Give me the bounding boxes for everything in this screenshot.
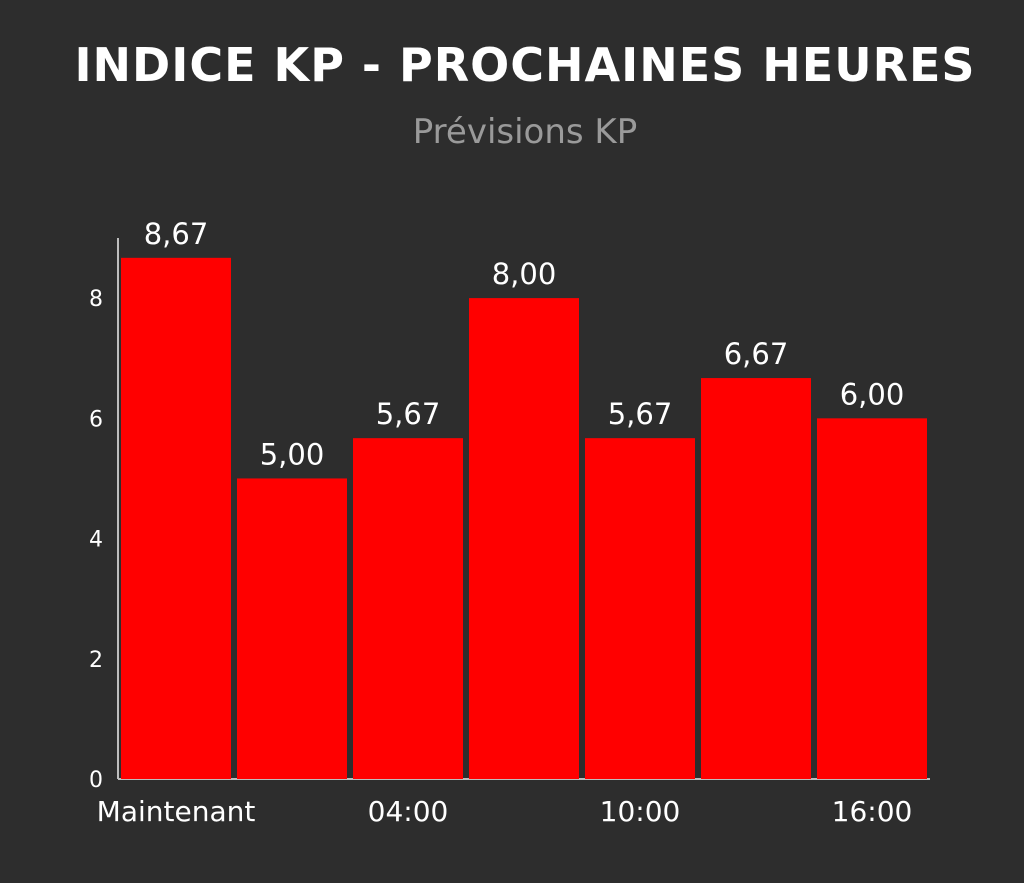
bar [353, 438, 463, 779]
data-label: 5,67 [608, 397, 673, 431]
data-label: 5,00 [260, 437, 325, 471]
x-tick-label: 04:00 [368, 795, 449, 828]
chart-title: INDICE KP - PROCHAINES HEURES [74, 38, 976, 92]
data-label: 6,00 [840, 377, 905, 411]
y-tick-label: 6 [89, 407, 103, 432]
y-tick-label: 2 [89, 648, 103, 673]
data-label: 8,67 [144, 217, 209, 251]
y-tick-label: 0 [89, 768, 103, 793]
bar [817, 418, 927, 779]
bar [585, 438, 695, 779]
x-tick-label: Maintenant [97, 795, 256, 828]
x-tick-label: 10:00 [600, 795, 681, 828]
x-tick-label: 16:00 [832, 795, 913, 828]
bar [701, 378, 811, 779]
data-label: 6,67 [724, 337, 789, 371]
y-tick-label: 4 [89, 528, 103, 553]
bar [237, 478, 347, 779]
bar [469, 298, 579, 779]
chart-subtitle: Prévisions KP [412, 112, 638, 152]
y-tick-label: 8 [89, 287, 103, 312]
data-label: 8,00 [492, 257, 557, 291]
data-label: 5,67 [376, 397, 441, 431]
bar [121, 257, 231, 779]
